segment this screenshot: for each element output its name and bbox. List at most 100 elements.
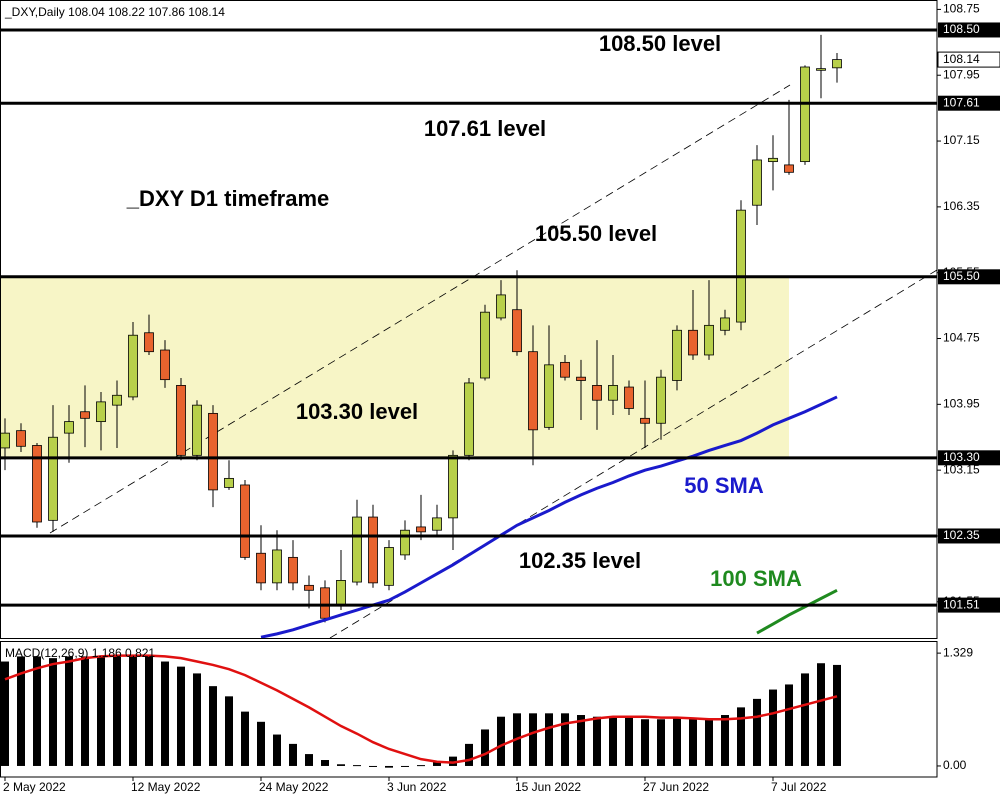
candle-body (96, 401, 106, 423)
macd-bar (449, 756, 457, 766)
candle-body (592, 385, 602, 401)
macd-bar (225, 696, 233, 766)
candle-body (656, 376, 666, 424)
macd-bar (577, 715, 585, 766)
macd-bar (337, 764, 345, 766)
candle-body (640, 417, 650, 424)
candle-body (736, 209, 746, 323)
macd-frame (0, 641, 938, 778)
candle-body (32, 445, 42, 523)
macd-bar (353, 765, 361, 767)
macd-bar (817, 663, 825, 766)
last-price-tag (937, 51, 1000, 68)
macd-bar (529, 713, 537, 766)
candle-body (240, 484, 250, 558)
macd-bar (737, 707, 745, 766)
level-tag (938, 528, 1000, 544)
candle-body (64, 421, 74, 434)
candle-body (832, 59, 842, 69)
sma-label: 100 SMA (710, 566, 802, 591)
y-tick-label: 107.95 (943, 67, 980, 81)
candle-body (352, 516, 362, 583)
macd-bar (49, 658, 57, 766)
macd-bar (273, 734, 281, 766)
macd-bar (321, 760, 329, 766)
y-tick-label: 103.15 (943, 462, 980, 476)
level-tag (938, 22, 1000, 38)
macd-bar (193, 673, 201, 766)
candle-body (224, 477, 234, 488)
candle-body (416, 526, 426, 533)
candle-body (400, 529, 410, 556)
macd-bar (241, 711, 249, 766)
y-tick-label: 103.95 (943, 397, 980, 411)
candle-body (800, 66, 810, 163)
macd-label: MACD(12,26,9) 1.186 0.821 (5, 646, 155, 660)
macd-bar (497, 716, 505, 766)
macd-bar (801, 673, 809, 766)
price-frame (0, 0, 938, 639)
macd-bar (833, 664, 841, 766)
candle-body (192, 404, 202, 456)
x-tick-label: 15 Jun 2022 (515, 780, 581, 794)
last-price-label: 108.14 (943, 52, 980, 66)
candle-body (544, 364, 554, 428)
macd-bar (753, 698, 761, 766)
macd-bar (369, 765, 377, 767)
macd-bar (129, 656, 137, 766)
macd-bar (721, 715, 729, 766)
macd-bar (209, 686, 217, 766)
candle-body (496, 294, 506, 319)
level-tag (938, 450, 1000, 466)
macd-bar (385, 765, 393, 768)
candle-body (512, 309, 522, 353)
candle-body (128, 334, 138, 398)
candle-body (672, 329, 682, 381)
macd-bar (65, 656, 73, 766)
candle-body (480, 311, 490, 379)
y-tick-label: 108.75 (943, 2, 980, 16)
candle-body (576, 376, 586, 381)
x-tick-label: 12 May 2022 (131, 780, 201, 794)
candle-body (304, 584, 314, 591)
macd-panel (1, 654, 841, 768)
y-tick-label: 107.15 (943, 133, 980, 147)
macd-bar (17, 656, 25, 766)
sma-label: 50 SMA (684, 473, 764, 498)
candle-body (768, 157, 778, 163)
y-tick-label: 104.75 (943, 331, 980, 345)
candle-body (48, 436, 58, 521)
macd-tick-label: 1.329 (943, 645, 973, 659)
candle-body (368, 516, 378, 584)
x-tick-label: 27 Jun 2022 (643, 780, 709, 794)
candle-body (624, 386, 634, 409)
macd-bar (97, 656, 105, 766)
candle-body (160, 349, 170, 381)
macd-bar (625, 717, 633, 766)
macd-signal (4, 654, 838, 764)
macd-bar (769, 689, 777, 766)
price-panel (0, 28, 937, 638)
candle-body (144, 332, 154, 353)
candle-body (16, 430, 26, 447)
macd-tick-label: 0.00 (943, 758, 967, 772)
level-tag (938, 95, 1000, 111)
candle-body (112, 394, 122, 406)
macd-bar (1, 661, 9, 766)
y-tick-label: 106.35 (943, 199, 980, 213)
macd-bar (289, 743, 297, 766)
sma-line (260, 395, 838, 638)
macd-bar (305, 754, 313, 766)
macd-bar (545, 713, 553, 766)
macd-bar (593, 716, 601, 766)
candle-body (288, 556, 298, 584)
candle-body (464, 382, 474, 456)
candle-body (272, 549, 282, 584)
level-label: 108.50 (943, 22, 980, 36)
macd-bar (609, 717, 617, 766)
axes: 108.75107.95107.15106.35105.55104.75103.… (3, 2, 1000, 794)
annotation: 105.50 level (535, 221, 657, 246)
candle-body (704, 324, 714, 356)
level-tag (938, 269, 1000, 285)
